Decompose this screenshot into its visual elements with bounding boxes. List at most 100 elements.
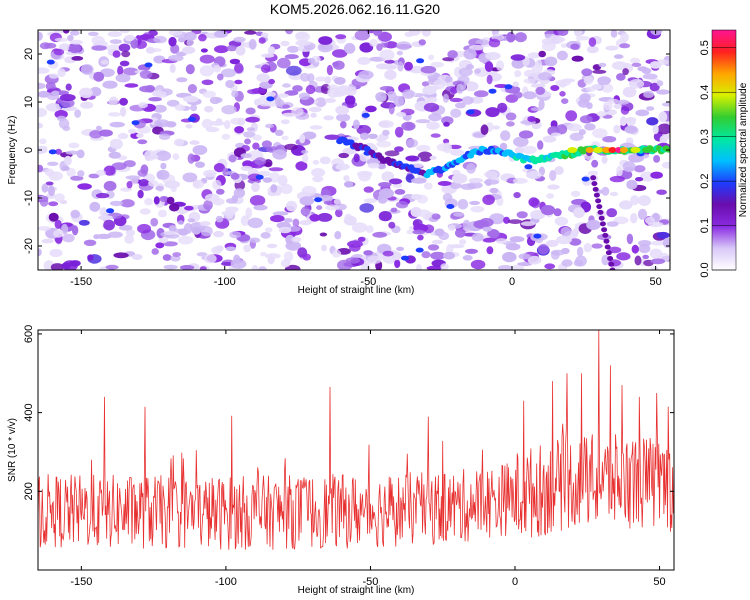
heatmap-cell — [95, 192, 110, 199]
heatmap-cell — [550, 249, 566, 256]
heatmap-cell — [122, 67, 139, 76]
heatmap-cell — [69, 260, 81, 267]
heatmap-cell — [622, 161, 636, 173]
heatmap-cell — [520, 221, 536, 227]
heatmap-cell — [395, 201, 409, 209]
heatmap-cell — [68, 43, 81, 54]
heatmap-cell — [661, 161, 670, 169]
heatmap-cell — [512, 177, 528, 184]
heatmap-cell — [258, 266, 267, 270]
heatmap-cell — [659, 135, 668, 144]
heatmap-cell — [474, 68, 481, 74]
heatmap-cell — [57, 68, 66, 78]
heatmap-cell — [378, 31, 392, 42]
heatmap-cell — [518, 253, 531, 260]
heatmap-cell — [299, 196, 315, 206]
heatmap-cell — [363, 186, 374, 193]
heatmap-cell — [245, 107, 256, 115]
heatmap-cell — [260, 232, 271, 239]
heatmap-cell — [182, 46, 196, 54]
heatmap-cell — [606, 208, 618, 218]
signal-peak-cell — [585, 147, 594, 153]
heatmap-cell — [162, 254, 172, 261]
heatmap-cell — [487, 229, 500, 239]
heatmap-cell — [442, 93, 449, 103]
heatmap-cell — [384, 59, 395, 64]
snr-line — [38, 330, 674, 550]
heatmap-cell — [591, 159, 599, 168]
heatmap-cell — [613, 103, 622, 109]
heatmap-cell — [521, 145, 537, 155]
heatmap-cell — [190, 104, 198, 112]
heatmap-cell — [95, 125, 102, 131]
heatmap-cell — [166, 99, 180, 107]
heatmap-cell — [270, 215, 285, 223]
heatmap-cell — [465, 248, 478, 254]
heatmap-cell — [428, 113, 442, 122]
heatmap-cell — [249, 195, 266, 206]
heatmap-cell — [41, 196, 49, 203]
heatmap-cell — [70, 175, 84, 181]
heatmap-cell — [160, 162, 167, 170]
heatmap-cell — [451, 173, 468, 184]
heatmap-cell — [389, 178, 403, 185]
x-tick-label: -50 — [360, 276, 376, 288]
heatmap-cell — [554, 216, 569, 226]
heatmap-cell — [158, 209, 167, 218]
spectrogram-x-ticks: -150 -100 -50 0 50 — [70, 30, 662, 288]
heatmap-cell — [113, 252, 129, 259]
heatmap-cell — [475, 39, 489, 46]
heatmap-cell — [523, 69, 536, 78]
heatmap-cell — [41, 238, 54, 244]
signal-peak-cell — [620, 147, 628, 153]
heatmap-cell — [649, 61, 662, 69]
x-tick-label: -150 — [70, 576, 92, 588]
heatmap-cell — [449, 97, 463, 103]
heatmap-cell — [347, 103, 355, 109]
heatmap-cell — [396, 246, 405, 251]
heatmap-cell — [155, 185, 164, 191]
heatmap-cell — [450, 86, 458, 95]
heatmap-cell — [163, 264, 178, 270]
heatmap-cell — [343, 175, 350, 182]
heatmap-cell — [251, 265, 259, 270]
heatmap-cell — [144, 62, 153, 68]
heatmap-cell — [231, 90, 239, 98]
heatmap-cell — [65, 150, 80, 155]
heatmap-cell — [152, 90, 167, 97]
heatmap-cell — [538, 50, 546, 58]
heatmap-cell — [254, 157, 267, 166]
heatmap-cell — [283, 218, 293, 223]
heatmap-cell — [277, 93, 289, 98]
heatmap-cell — [336, 113, 351, 122]
heatmap-cell — [267, 46, 276, 55]
heatmap-cell — [121, 50, 131, 58]
heatmap-cell — [183, 223, 193, 234]
heatmap-cell — [298, 92, 311, 101]
heatmap-cell — [434, 228, 445, 237]
heatmap-cell — [285, 30, 294, 35]
heatmap-cell — [317, 42, 333, 53]
heatmap-cell — [315, 97, 327, 108]
heatmap-cell — [512, 81, 519, 87]
heatmap-cell — [243, 131, 256, 138]
heatmap-cell — [579, 93, 591, 103]
heatmap-cell — [109, 121, 125, 128]
heatmap-cell — [608, 261, 615, 267]
heatmap-cell — [379, 49, 395, 61]
heatmap-cell — [505, 112, 517, 121]
heatmap-cell — [335, 34, 347, 40]
heatmap-cell — [166, 196, 175, 205]
heatmap-cell — [555, 79, 571, 87]
heatmap-cell — [443, 251, 455, 260]
heatmap-cell — [391, 251, 402, 261]
heatmap-cell — [598, 62, 607, 68]
heatmap-cell — [628, 79, 645, 89]
heatmap-cell — [103, 165, 116, 176]
heatmap-cell — [588, 37, 597, 47]
heatmap-cell — [622, 68, 629, 76]
heatmap-cell — [244, 138, 251, 145]
heatmap-cell — [430, 61, 445, 68]
heatmap-cell — [187, 116, 196, 122]
heatmap-cell — [45, 81, 56, 91]
